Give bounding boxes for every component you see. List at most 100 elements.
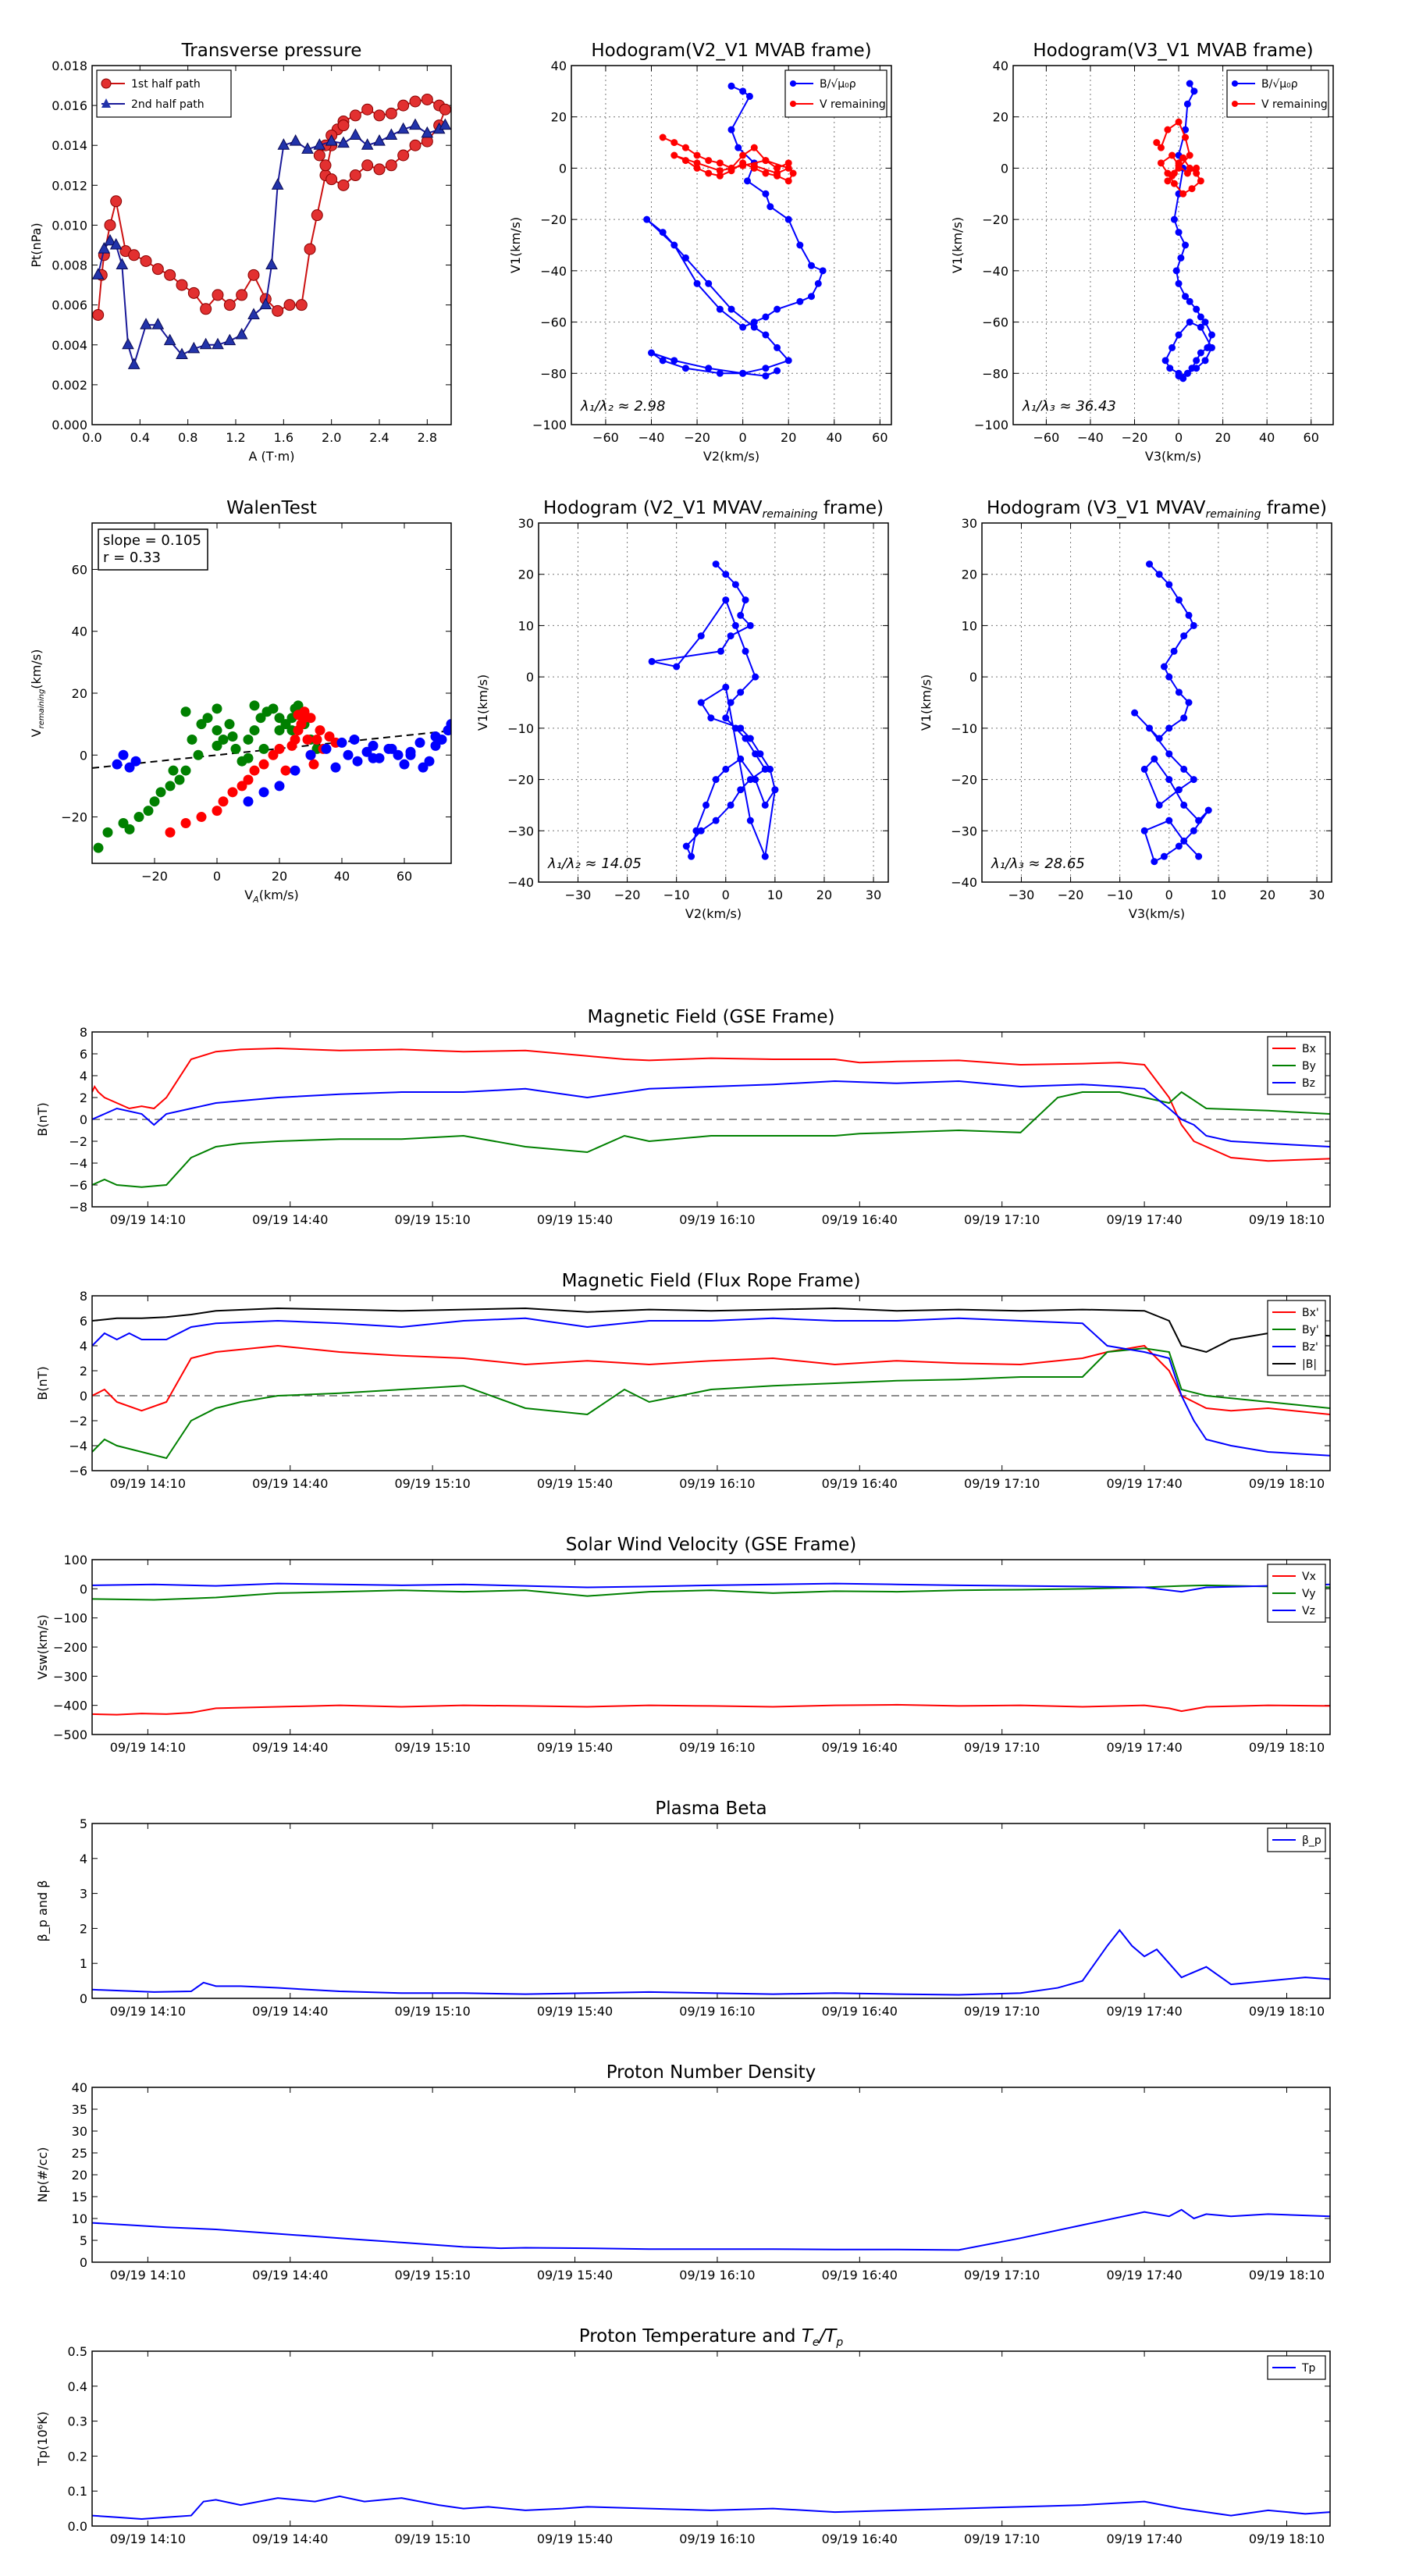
chart-hodogram-v2-v1-mvav: Hodogram (V2_V1 MVAVremaining frame) −30 −… — [475, 498, 889, 921]
data-point — [128, 249, 140, 262]
plot-frame — [91, 1559, 1331, 1735]
x-tick-label: 09/19 15:40 — [537, 2532, 613, 2546]
data-point — [737, 755, 745, 763]
data-point — [274, 713, 285, 724]
data-point — [163, 333, 176, 346]
data-point — [693, 159, 701, 167]
y-tick-label: 0 — [1001, 161, 1008, 176]
x-tick-label: 0.8 — [178, 430, 197, 445]
data-point — [722, 765, 730, 773]
x-tick-label: 0.0 — [82, 430, 101, 445]
data-point — [697, 699, 705, 706]
chart-hodogram-v3-v1-mvab: Hodogram(V3_V1 MVAB frame) −60 −40 −20 0 20 40… — [950, 41, 1334, 464]
y-tick-label: 0 — [80, 2255, 87, 2270]
data-point — [373, 163, 386, 176]
legend-label: By — [1302, 1060, 1316, 1073]
data-point — [744, 177, 751, 185]
y-tick-label: 0 — [80, 1389, 87, 1404]
data-point — [265, 258, 278, 270]
ratio-annotation: λ₁/λ₂ ≈ 14.05 — [547, 856, 642, 872]
data-point — [196, 719, 207, 730]
data-point — [784, 215, 792, 223]
data-point — [739, 323, 747, 331]
data-point — [140, 254, 152, 267]
data-point — [397, 99, 410, 112]
y-tick-label: −500 — [53, 1727, 87, 1742]
data-point — [247, 308, 260, 319]
data-point — [289, 134, 302, 146]
x-tick-label: −20 — [1122, 430, 1148, 445]
y-tick-label: −20 — [507, 773, 534, 788]
data-point — [737, 688, 745, 696]
data-point — [361, 159, 374, 172]
series-line — [92, 1929, 1330, 1996]
data-point — [385, 159, 397, 172]
legend-box — [1226, 69, 1329, 118]
series-line — [92, 1347, 1330, 1460]
legend-label: By' — [1302, 1324, 1319, 1336]
data-point — [1146, 560, 1154, 568]
data-point — [1160, 852, 1168, 860]
data-point — [290, 765, 301, 776]
data-point — [1183, 169, 1191, 177]
chart-title: Magnetic Field (GSE Frame) — [588, 1007, 835, 1027]
data-point — [151, 318, 165, 329]
data-point — [1175, 331, 1183, 339]
x-tick-label: 09/19 17:40 — [1106, 2004, 1182, 2019]
x-tick-label: 09/19 14:40 — [252, 1476, 328, 1491]
data-point — [133, 812, 144, 823]
data-point — [308, 759, 319, 770]
chart-proton-temperature: Proton Temperature and Te/Tp 09/19 14:10 0… — [35, 2326, 1331, 2546]
data-point — [1175, 842, 1183, 850]
chart-mag-gse: Magnetic Field (GSE Frame) 09/19 14:10 09/… — [35, 1007, 1331, 1227]
data-point — [1170, 215, 1178, 223]
data-point — [1165, 724, 1173, 732]
data-point — [1186, 80, 1193, 87]
data-point — [393, 749, 404, 760]
data-point — [752, 673, 759, 681]
x-tick-label: −20 — [141, 869, 168, 884]
x-tick-label: 20 — [1215, 430, 1230, 445]
data-point — [1157, 144, 1165, 151]
series-line — [92, 1703, 1330, 1716]
data-point — [762, 169, 770, 177]
data-point — [349, 169, 361, 182]
data-point — [1151, 755, 1158, 763]
data-point — [1188, 185, 1196, 193]
legend-marker — [790, 101, 796, 107]
data-point — [1182, 293, 1190, 301]
data-point — [1197, 313, 1204, 321]
data-point — [337, 119, 350, 132]
data-point — [176, 347, 188, 360]
data-point — [1175, 279, 1183, 287]
x-tick-label: −30 — [1008, 888, 1035, 902]
series-1st half path — [92, 93, 451, 321]
data-point — [735, 144, 742, 151]
data-point — [774, 169, 781, 177]
data-point — [218, 734, 229, 745]
data-point — [774, 367, 781, 375]
x-tick-label: 09/19 14:40 — [252, 2532, 328, 2546]
data-point — [702, 801, 710, 809]
y-tick-label: 0.016 — [52, 98, 87, 113]
data-point — [199, 337, 212, 350]
data-point — [243, 734, 254, 745]
x-axis-label: A (T·m) — [249, 449, 295, 464]
y-tick-label: 10 — [72, 2211, 87, 2226]
data-point — [321, 743, 332, 754]
x-tick-label: 09/19 14:10 — [110, 2004, 186, 2019]
x-tick-label: 0 — [739, 430, 747, 445]
data-point — [243, 774, 254, 785]
data-point — [750, 144, 758, 151]
data-point — [727, 699, 735, 706]
data-point — [93, 842, 104, 853]
data-point — [180, 817, 191, 828]
y-axis-label: V1(km/s) — [475, 674, 490, 731]
data-point — [1190, 87, 1198, 95]
data-point — [368, 753, 379, 763]
data-point — [212, 703, 222, 714]
legend-label: Bz' — [1302, 1341, 1318, 1354]
data-point — [1193, 164, 1200, 172]
data-point — [1153, 139, 1161, 147]
data-point — [796, 297, 804, 305]
